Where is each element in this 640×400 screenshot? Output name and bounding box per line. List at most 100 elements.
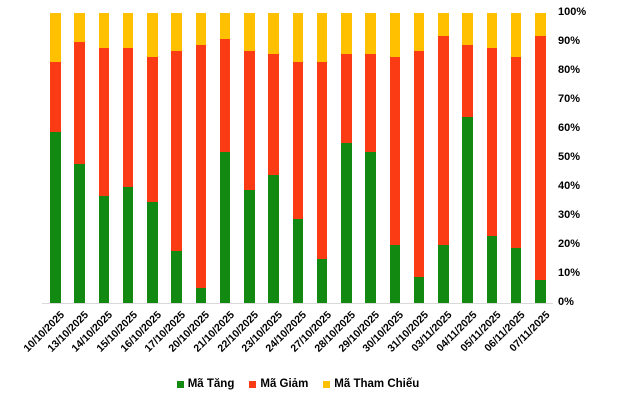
segment-m-tham-chi-u (389, 13, 401, 57)
bar-14-10-2025 (98, 13, 110, 303)
segment-m-t-ng (341, 143, 352, 303)
legend-item-m-tham-chi-u: Mã Tham Chiếu (323, 378, 419, 390)
bar-21-10-2025 (219, 13, 231, 303)
y-tick-80pct: 80% (558, 63, 581, 76)
bar-04-11-2025 (462, 13, 473, 303)
segment-m-tham-chi-u (147, 13, 158, 57)
segment-m-t-ng (147, 201, 158, 303)
segment-m-gi-m (510, 56, 522, 248)
y-tick-10pct: 10% (558, 266, 581, 279)
bar-16-10-2025 (147, 13, 158, 303)
segment-m-gi-m (195, 44, 207, 289)
segment-m-gi-m (244, 50, 255, 190)
segment-m-tham-chi-u (292, 13, 304, 63)
segment-m-tham-chi-u (219, 13, 231, 40)
segment-m-gi-m (171, 50, 182, 251)
bar-05-11-2025 (486, 13, 498, 303)
segment-m-t-ng (50, 131, 61, 303)
segment-m-gi-m (438, 36, 449, 245)
bar-13-10-2025 (74, 13, 85, 303)
segment-m-t-ng (462, 117, 473, 303)
legend-label-m-t-ng: Mã Tăng (187, 378, 235, 390)
segment-m-gi-m (316, 62, 328, 260)
segment-m-tham-chi-u (74, 13, 85, 42)
y-tick-0pct: 0% (558, 295, 574, 308)
segment-m-tham-chi-u (268, 13, 279, 54)
legend-swatch-m-tham-chi-u (323, 380, 331, 388)
segment-m-t-ng (486, 236, 498, 303)
segment-m-gi-m (219, 39, 231, 153)
segment-m-tham-chi-u (50, 13, 61, 63)
segment-m-tham-chi-u (98, 13, 110, 48)
segment-m-gi-m (389, 56, 401, 245)
segment-m-t-ng (74, 163, 85, 303)
segment-m-tham-chi-u (122, 13, 134, 48)
segment-m-tham-chi-u (244, 13, 255, 51)
bar-23-10-2025 (268, 13, 279, 303)
bar-24-10-2025 (292, 13, 304, 303)
bar-22-10-2025 (244, 13, 255, 303)
bar-27-10-2025 (316, 13, 328, 303)
segment-m-tham-chi-u (195, 13, 207, 45)
legend-swatch-m-gi-m (249, 380, 257, 388)
segment-m-t-ng (365, 152, 376, 303)
bar-03-11-2025 (438, 13, 449, 303)
segment-m-t-ng (535, 279, 546, 303)
legend-swatch-m-t-ng (176, 380, 184, 388)
segment-m-t-ng (98, 195, 110, 303)
segment-m-gi-m (268, 53, 279, 176)
segment-m-tham-chi-u (438, 13, 449, 37)
segment-m-t-ng (389, 245, 401, 303)
bar-31-10-2025 (413, 13, 425, 303)
bar-29-10-2025 (365, 13, 376, 303)
segment-m-gi-m (122, 47, 134, 187)
segment-m-tham-chi-u (413, 13, 425, 51)
segment-m-gi-m (50, 62, 61, 132)
segment-m-gi-m (292, 62, 304, 219)
segment-m-t-ng (171, 250, 182, 303)
segment-m-t-ng (122, 186, 134, 303)
segment-m-tham-chi-u (341, 13, 352, 54)
segment-m-t-ng (268, 175, 279, 303)
segment-m-t-ng (244, 189, 255, 303)
bar-17-10-2025 (171, 13, 182, 303)
segment-m-t-ng (413, 276, 425, 303)
segment-m-gi-m (486, 47, 498, 237)
bar-10-10-2025 (50, 13, 61, 303)
segment-m-gi-m (341, 53, 352, 144)
segment-m-t-ng (219, 152, 231, 303)
x-axis-line (42, 303, 553, 304)
legend: Mã Tăng Mã Giảm Mã Tham Chiếu (0, 378, 596, 390)
segment-m-t-ng (316, 259, 328, 303)
legend-item-m-gi-m: Mã Giảm (249, 378, 308, 390)
y-tick-30pct: 30% (558, 208, 581, 221)
segment-m-gi-m (462, 44, 473, 118)
segment-m-tham-chi-u (510, 13, 522, 57)
legend-item-m-t-ng: Mã Tăng (176, 378, 235, 390)
y-tick-60pct: 60% (558, 121, 581, 134)
y-tick-50pct: 50% (558, 150, 581, 163)
bar-07-11-2025 (535, 13, 546, 303)
segment-m-gi-m (147, 56, 158, 202)
segment-m-t-ng (438, 244, 449, 303)
y-tick-90pct: 90% (558, 34, 581, 47)
segment-m-gi-m (413, 50, 425, 277)
segment-m-gi-m (365, 53, 376, 153)
legend-label-m-tham-chi-u: Mã Tham Chiếu (334, 378, 420, 390)
segment-m-t-ng (195, 288, 207, 303)
segment-m-tham-chi-u (535, 13, 546, 37)
y-tick-20pct: 20% (558, 237, 581, 250)
segment-m-tham-chi-u (316, 13, 328, 63)
segment-m-tham-chi-u (171, 13, 182, 51)
bar-30-10-2025 (389, 13, 401, 303)
y-tick-100pct: 100% (558, 5, 587, 18)
legend-label-m-gi-m: Mã Giảm (260, 378, 309, 390)
y-tick-70pct: 70% (558, 92, 581, 105)
segment-m-gi-m (74, 42, 85, 164)
segment-m-t-ng (292, 218, 304, 303)
segment-m-gi-m (98, 47, 110, 196)
bar-20-10-2025 (195, 13, 207, 303)
segment-m-tham-chi-u (486, 13, 498, 48)
bar-15-10-2025 (122, 13, 134, 303)
